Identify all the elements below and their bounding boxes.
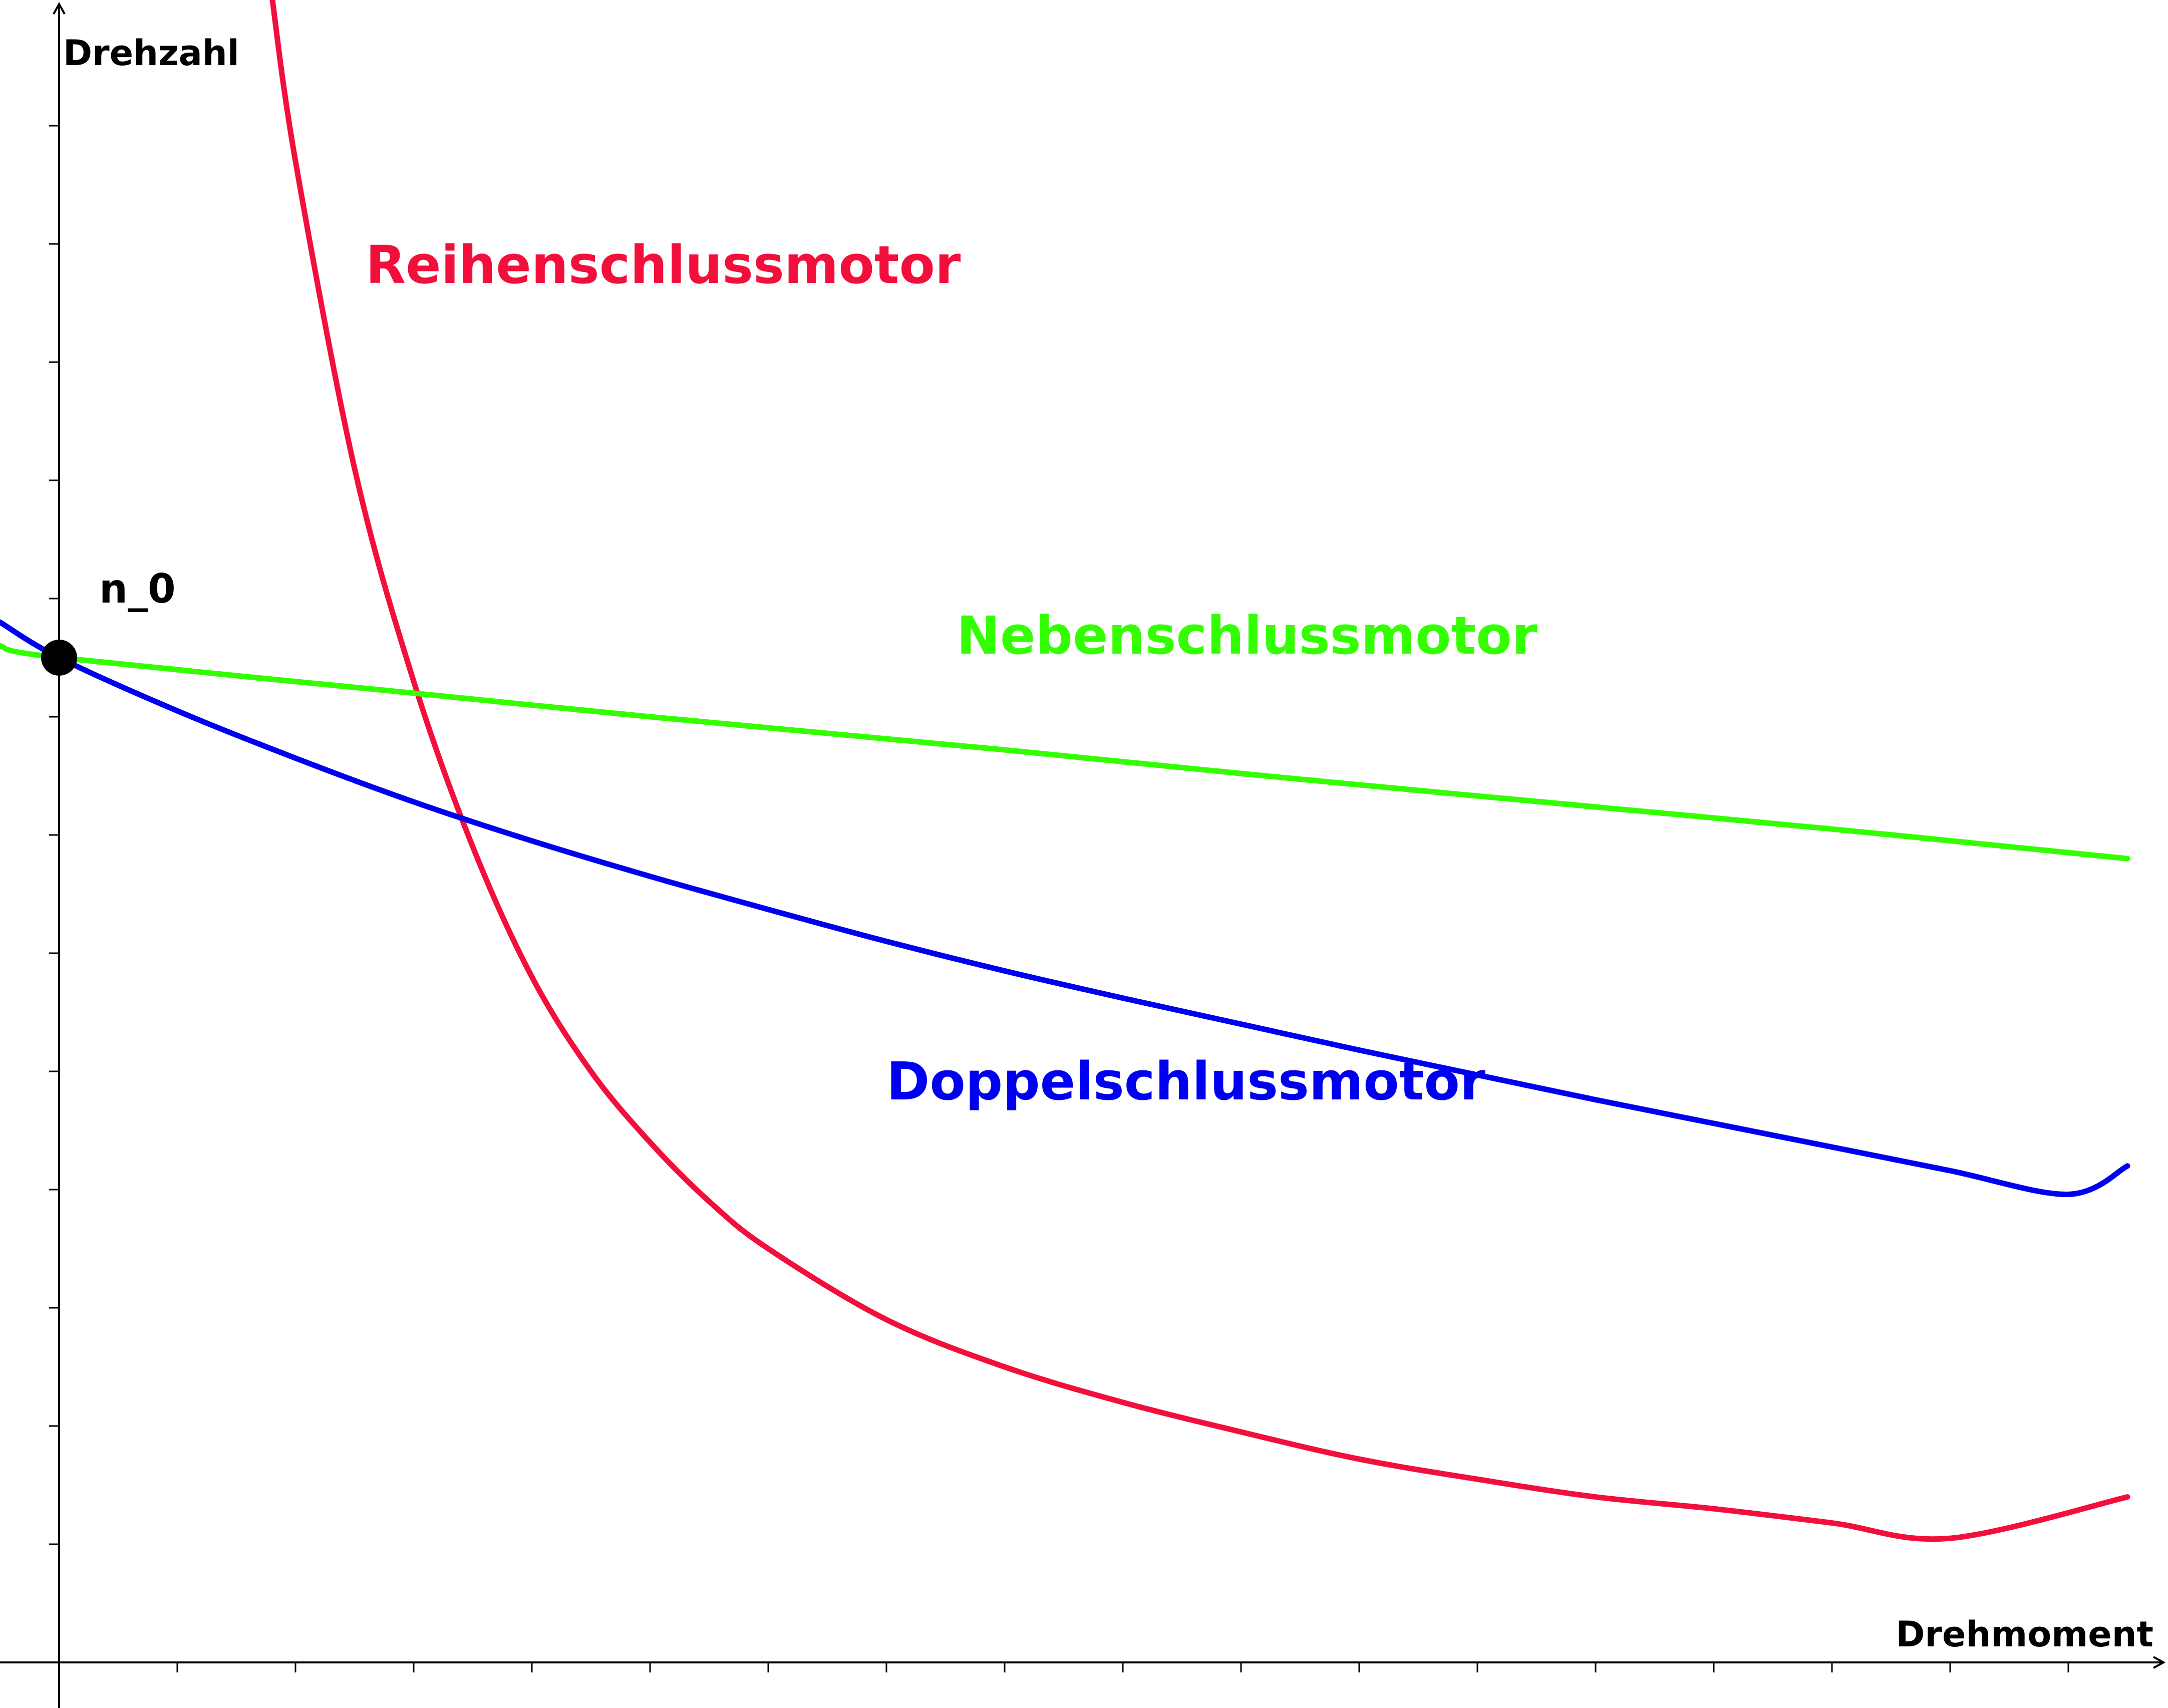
doppelschlussmotor-line [0, 619, 2130, 1197]
n0-label: n_0 [99, 565, 176, 612]
nebenschlussmotor-line [0, 643, 2130, 862]
y-axis-arrow [53, 2, 66, 15]
x-axis-arrow [2153, 1656, 2166, 1669]
x-axis-title: Drehmoment [1896, 1614, 2153, 1655]
n0-point [41, 640, 77, 676]
reihenschlussmotor-label: Reihenschlussmotor [366, 234, 961, 296]
y-axis-title: Drehzahl [63, 33, 239, 74]
axis-ticks [49, 125, 2069, 1672]
reihenschlussmotor-line [269, 0, 2130, 1542]
series-layer [0, 0, 2130, 1542]
doppelschlussmotor-label: Doppelschlussmotor [886, 1051, 1485, 1112]
nebenschlussmotor-label: Nebenschlussmotor [957, 605, 1537, 666]
